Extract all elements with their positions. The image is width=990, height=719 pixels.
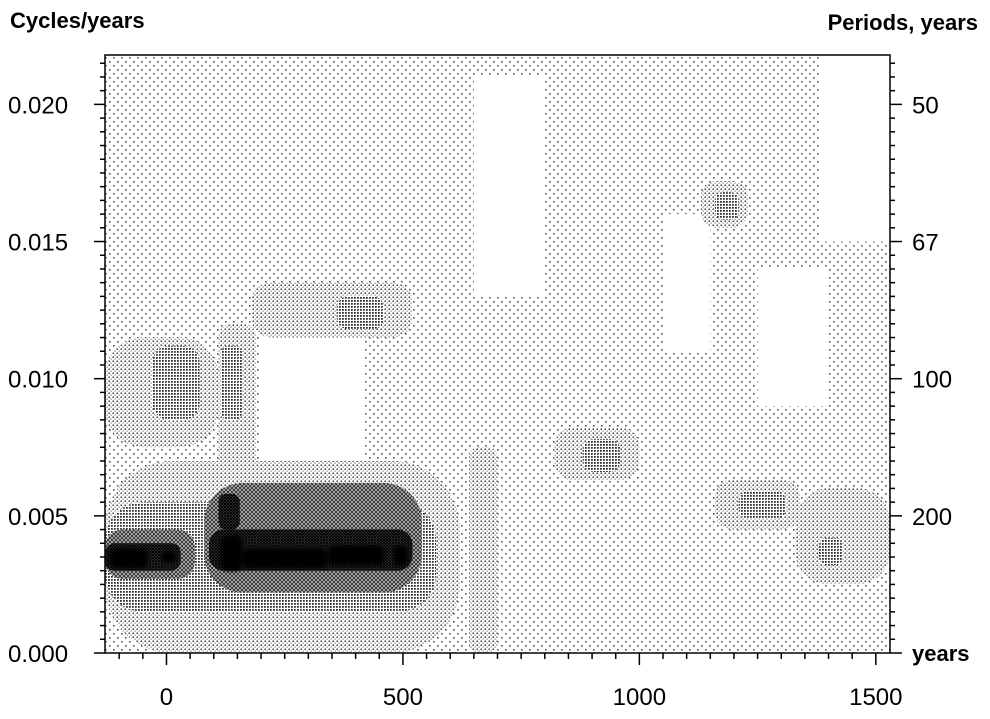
- region-dense-17: [220, 345, 243, 420]
- right-tick-label: 100: [912, 367, 952, 394]
- region-dense-20: [715, 192, 739, 220]
- y-axis-right: 50 67 100 200: [890, 62, 952, 654]
- x-unit-label: years: [912, 641, 970, 666]
- region-black-32: [327, 546, 385, 566]
- x-tick-label: 0: [160, 684, 173, 711]
- right-tick-label: 67: [912, 230, 939, 257]
- right-tick-label: 50: [912, 92, 939, 119]
- region-black-33: [393, 546, 408, 566]
- region-medium-9: [251, 282, 413, 338]
- region-medium-14: [795, 488, 890, 585]
- y-tick-label: 0.000: [8, 641, 68, 668]
- y-tick-label: 0.020: [8, 92, 68, 119]
- region-dense-19: [582, 439, 621, 472]
- region-black-28: [109, 548, 148, 568]
- region-white-2: [473, 76, 545, 297]
- region-dense-22: [819, 537, 843, 566]
- right-tick-label: 200: [912, 504, 952, 531]
- region-white-3: [663, 214, 711, 352]
- y-tick-label: 0.005: [8, 504, 68, 531]
- region-dense-21: [738, 491, 786, 519]
- x-tick-label: 1500: [849, 684, 902, 711]
- region-black-29: [161, 551, 176, 563]
- region-black-30: [220, 535, 243, 571]
- left-axis-label: Cycles/years: [10, 8, 145, 33]
- region-medium-10: [469, 447, 498, 653]
- region-white-5: [819, 55, 890, 242]
- x-tick-label: 500: [383, 684, 423, 711]
- region-white-4: [757, 268, 829, 407]
- intensity-regions: [105, 55, 890, 653]
- region-dense-16: [152, 345, 200, 420]
- region-black-31: [242, 548, 328, 568]
- x-axis: 0 500 1000 1500: [118, 653, 903, 711]
- region-dense-18: [336, 296, 385, 330]
- region-darkhatch-27: [218, 493, 240, 530]
- region-white-1: [261, 310, 366, 489]
- right-axis-label: Periods, years: [827, 10, 978, 35]
- y-tick-label: 0.010: [8, 367, 68, 394]
- x-tick-label: 1000: [613, 684, 666, 711]
- y-axis-left: 0.000 0.005 0.010 0.015 0.020: [8, 62, 105, 668]
- y-tick-label: 0.015: [8, 230, 68, 257]
